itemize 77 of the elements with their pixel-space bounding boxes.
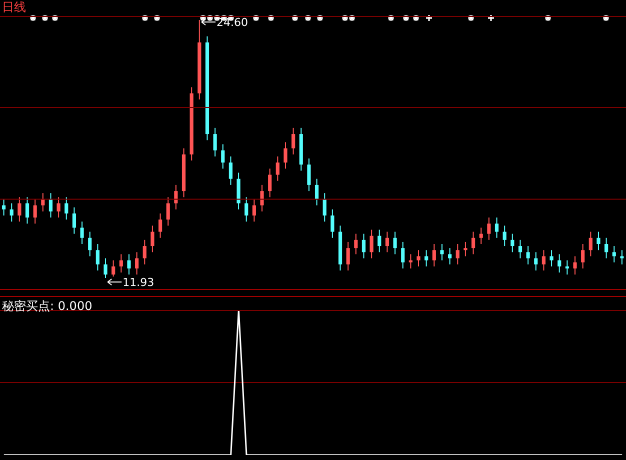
candlestick — [292, 127, 296, 155]
chart-title: 日线 — [2, 0, 26, 14]
annotation: 24.60 — [216, 16, 248, 29]
chart-title: 秘密买点: 0.000 — [2, 299, 92, 313]
candlestick — [479, 227, 483, 244]
candlestick — [604, 237, 608, 259]
candlestick — [510, 233, 514, 253]
candlestick — [2, 198, 6, 216]
candlestick — [64, 196, 68, 220]
candlestick — [18, 196, 22, 222]
candlestick — [346, 241, 350, 271]
candlestick — [581, 243, 585, 269]
candlestick — [502, 225, 506, 247]
candlestick — [25, 196, 30, 224]
candlestick — [354, 233, 358, 255]
candlestick — [362, 233, 366, 259]
candlestick — [456, 243, 460, 265]
candlestick — [408, 254, 412, 269]
candlestick — [464, 241, 468, 257]
candlestick — [596, 231, 600, 251]
candlestick — [268, 168, 272, 198]
candlestick — [432, 243, 436, 267]
candlestick — [221, 144, 225, 170]
candlestick — [158, 212, 162, 238]
candlestick — [88, 231, 92, 257]
candlestick — [174, 184, 178, 210]
candlestick — [385, 231, 390, 253]
candlestick — [33, 198, 37, 224]
candlestick — [104, 258, 108, 279]
candlestick — [135, 252, 139, 276]
candlestick — [252, 198, 256, 222]
candlestick — [534, 252, 538, 271]
candlestick — [588, 231, 592, 257]
candlestick — [307, 158, 311, 192]
candlestick — [448, 248, 452, 265]
candlestick — [150, 225, 154, 253]
candlestick — [284, 142, 288, 170]
candlestick — [542, 250, 546, 271]
candlestick — [487, 217, 491, 240]
candlestick — [573, 256, 577, 276]
candlestick — [228, 156, 233, 186]
candlestick — [393, 231, 397, 255]
annotation: 11.93 — [122, 276, 154, 290]
candlestick — [112, 260, 116, 278]
candlestick — [416, 250, 420, 267]
candlestick — [10, 202, 14, 222]
candlestick — [550, 250, 554, 267]
candlestick — [213, 127, 217, 157]
candlestick — [620, 250, 624, 265]
candlestick — [260, 184, 264, 212]
candlestick — [401, 241, 405, 269]
candlestick — [48, 192, 53, 218]
candlestick — [41, 192, 45, 212]
candlestick — [370, 229, 374, 259]
candlestick — [276, 156, 280, 182]
candlestick — [440, 243, 444, 261]
candlestick — [494, 217, 499, 238]
candlestick — [424, 250, 428, 267]
candlestick — [471, 231, 476, 255]
candlestick — [330, 208, 334, 238]
candlestick — [612, 246, 616, 263]
candlestick — [244, 196, 248, 222]
candlestick — [565, 260, 569, 276]
candlestick — [526, 246, 530, 265]
candlestick — [72, 206, 76, 234]
candlestick — [314, 178, 319, 206]
candlestick — [518, 239, 522, 259]
candlestick — [558, 254, 562, 274]
candlestick — [96, 243, 100, 271]
candlestick — [80, 221, 84, 244]
candlestick — [378, 229, 382, 253]
candlestick — [322, 192, 326, 222]
candlestick — [142, 239, 146, 265]
candlestick — [119, 254, 123, 274]
candlestick — [166, 196, 170, 226]
candlestick — [56, 196, 60, 218]
candlestick — [127, 254, 131, 276]
